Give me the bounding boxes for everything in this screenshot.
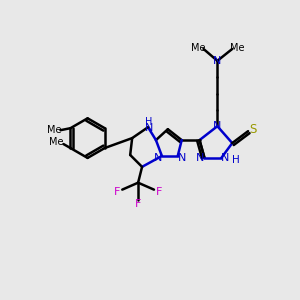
Text: N: N — [196, 153, 205, 163]
Text: N: N — [213, 121, 222, 131]
Text: Me: Me — [47, 125, 62, 135]
Text: F: F — [135, 200, 141, 209]
Text: F: F — [156, 187, 162, 196]
Text: S: S — [249, 123, 257, 136]
Text: N: N — [145, 123, 153, 133]
Text: N: N — [154, 153, 162, 163]
Text: N: N — [213, 56, 222, 66]
Text: N: N — [221, 153, 230, 163]
Text: N: N — [178, 153, 186, 163]
Text: H: H — [145, 117, 153, 127]
Text: Me: Me — [191, 43, 206, 53]
Text: F: F — [114, 187, 121, 196]
Text: Me: Me — [230, 43, 244, 53]
Text: H: H — [232, 155, 240, 165]
Text: Me: Me — [49, 137, 64, 147]
